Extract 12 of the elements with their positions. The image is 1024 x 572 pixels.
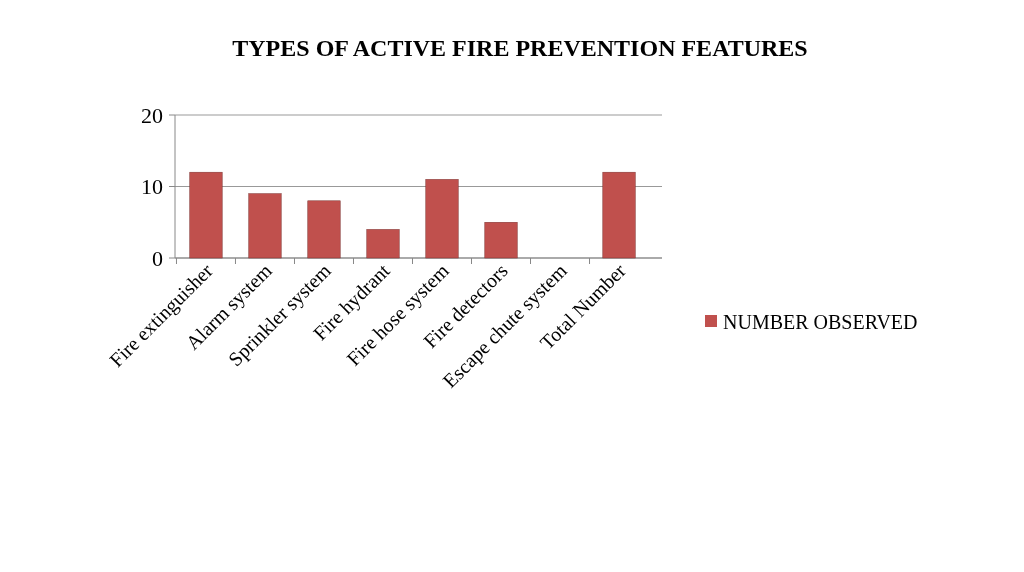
- bar: [307, 200, 341, 259]
- bar: [602, 171, 636, 259]
- chart-title: TYPES OF ACTIVE FIRE PREVENTION FEATURES: [232, 35, 808, 61]
- bar: [248, 193, 282, 259]
- bar: [484, 222, 518, 259]
- bar: [366, 229, 400, 259]
- y-tick-label: 0: [152, 245, 163, 271]
- y-tick-label: 10: [141, 174, 163, 200]
- bar: [425, 179, 459, 259]
- legend-label: NUMBER OBSERVED: [723, 311, 918, 333]
- y-tick-label: 20: [141, 102, 163, 128]
- bar: [189, 171, 223, 259]
